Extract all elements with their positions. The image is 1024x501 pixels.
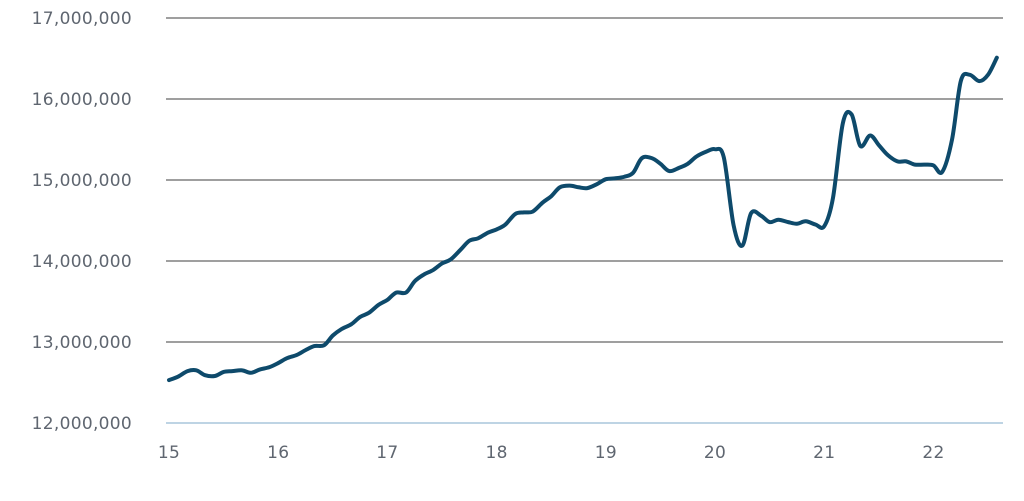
x-axis-tick-labels: 15 16 17 18 19 20 21 22 <box>158 443 944 463</box>
x-tick-label: 22 <box>922 443 944 463</box>
y-tick-label: 16,000,000 <box>32 90 132 110</box>
series-line <box>167 55 999 383</box>
x-tick-label: 20 <box>704 443 726 463</box>
x-tick-label: 19 <box>595 443 617 463</box>
y-tick-label: 14,000,000 <box>32 252 132 272</box>
y-tick-label: 15,000,000 <box>32 171 132 191</box>
x-tick-label: 15 <box>158 443 180 463</box>
y-tick-label: 12,000,000 <box>32 414 132 434</box>
y-tick-label: 17,000,000 <box>32 9 132 29</box>
series-group <box>167 55 999 383</box>
gridlines <box>166 17 1003 424</box>
x-tick-label: 18 <box>486 443 508 463</box>
x-tick-label: 16 <box>267 443 289 463</box>
x-tick-label: 21 <box>813 443 835 463</box>
x-tick-label: 17 <box>376 443 398 463</box>
y-axis-tick-labels: 12,000,000 13,000,000 14,000,000 15,000,000… <box>32 9 132 434</box>
y-tick-label: 13,000,000 <box>32 333 132 353</box>
